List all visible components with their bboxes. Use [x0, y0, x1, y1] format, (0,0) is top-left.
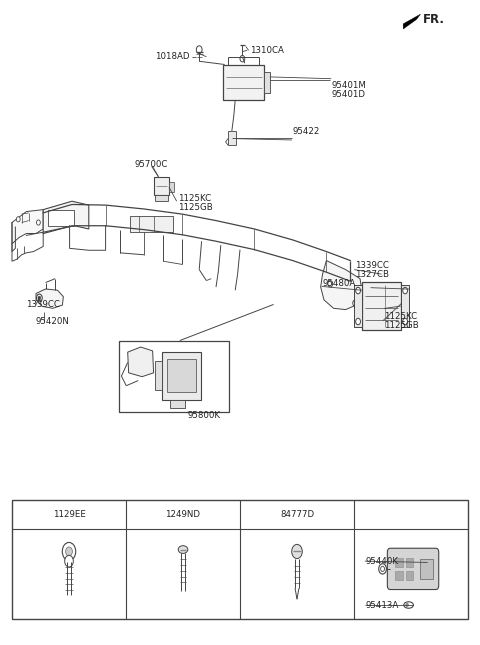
Text: 1249ND: 1249ND — [166, 510, 201, 519]
Text: 1125GB: 1125GB — [178, 203, 212, 212]
Circle shape — [38, 296, 41, 300]
Text: 95480A: 95480A — [323, 279, 356, 288]
FancyBboxPatch shape — [387, 548, 439, 590]
Text: 95401D: 95401D — [331, 90, 365, 99]
Bar — [170, 400, 185, 408]
Ellipse shape — [404, 602, 413, 608]
Bar — [154, 177, 169, 195]
Bar — [167, 359, 196, 392]
Circle shape — [36, 294, 42, 302]
Text: FR.: FR. — [422, 13, 444, 26]
Text: 95420N: 95420N — [36, 317, 70, 326]
Circle shape — [240, 55, 245, 62]
Bar — [406, 571, 413, 580]
Circle shape — [356, 319, 360, 325]
Circle shape — [403, 287, 408, 294]
Circle shape — [36, 220, 40, 225]
Circle shape — [292, 544, 302, 559]
Bar — [155, 361, 162, 390]
Polygon shape — [130, 216, 173, 232]
Circle shape — [16, 217, 20, 222]
Text: 1339CC: 1339CC — [26, 300, 60, 309]
Text: 1125GB: 1125GB — [384, 321, 419, 330]
Polygon shape — [128, 347, 154, 377]
Bar — [362, 282, 401, 330]
Text: 1125KC: 1125KC — [178, 194, 211, 203]
Polygon shape — [36, 289, 63, 308]
Bar — [395, 558, 403, 567]
Text: 1327CB: 1327CB — [355, 270, 389, 279]
Text: 95401M: 95401M — [331, 81, 366, 90]
Text: 95422: 95422 — [293, 127, 320, 136]
Bar — [48, 210, 74, 226]
Bar — [169, 182, 174, 192]
Bar — [354, 285, 362, 327]
Bar — [12, 500, 468, 619]
Text: 1129EE: 1129EE — [53, 510, 85, 519]
Circle shape — [406, 603, 408, 607]
Text: 95440K: 95440K — [366, 557, 399, 566]
Text: 95700C: 95700C — [134, 160, 168, 169]
Text: 1125KC: 1125KC — [384, 312, 417, 321]
Polygon shape — [321, 261, 362, 310]
Bar — [401, 285, 409, 327]
Bar — [395, 571, 403, 580]
Text: 1339CC: 1339CC — [355, 261, 389, 270]
Circle shape — [356, 287, 360, 294]
Text: 1018AD: 1018AD — [155, 52, 190, 61]
Bar — [119, 341, 229, 412]
Circle shape — [65, 555, 73, 567]
Circle shape — [62, 542, 76, 561]
Circle shape — [196, 46, 202, 54]
Polygon shape — [403, 14, 420, 29]
Text: 95800K: 95800K — [187, 411, 220, 420]
Bar — [228, 131, 236, 145]
Text: 95413A: 95413A — [366, 600, 399, 610]
Polygon shape — [12, 210, 43, 244]
Bar — [155, 195, 168, 201]
Ellipse shape — [178, 546, 188, 553]
Circle shape — [353, 300, 358, 306]
Circle shape — [403, 319, 408, 325]
Circle shape — [381, 566, 384, 571]
Circle shape — [66, 547, 72, 556]
Text: 1310CA: 1310CA — [250, 46, 284, 55]
Bar — [406, 558, 413, 567]
Text: 84777D: 84777D — [280, 510, 314, 519]
Circle shape — [328, 281, 333, 287]
Bar — [223, 64, 264, 100]
Bar — [264, 72, 270, 93]
Bar — [162, 352, 201, 400]
Bar — [420, 559, 432, 579]
Circle shape — [379, 564, 386, 574]
Polygon shape — [43, 201, 89, 232]
